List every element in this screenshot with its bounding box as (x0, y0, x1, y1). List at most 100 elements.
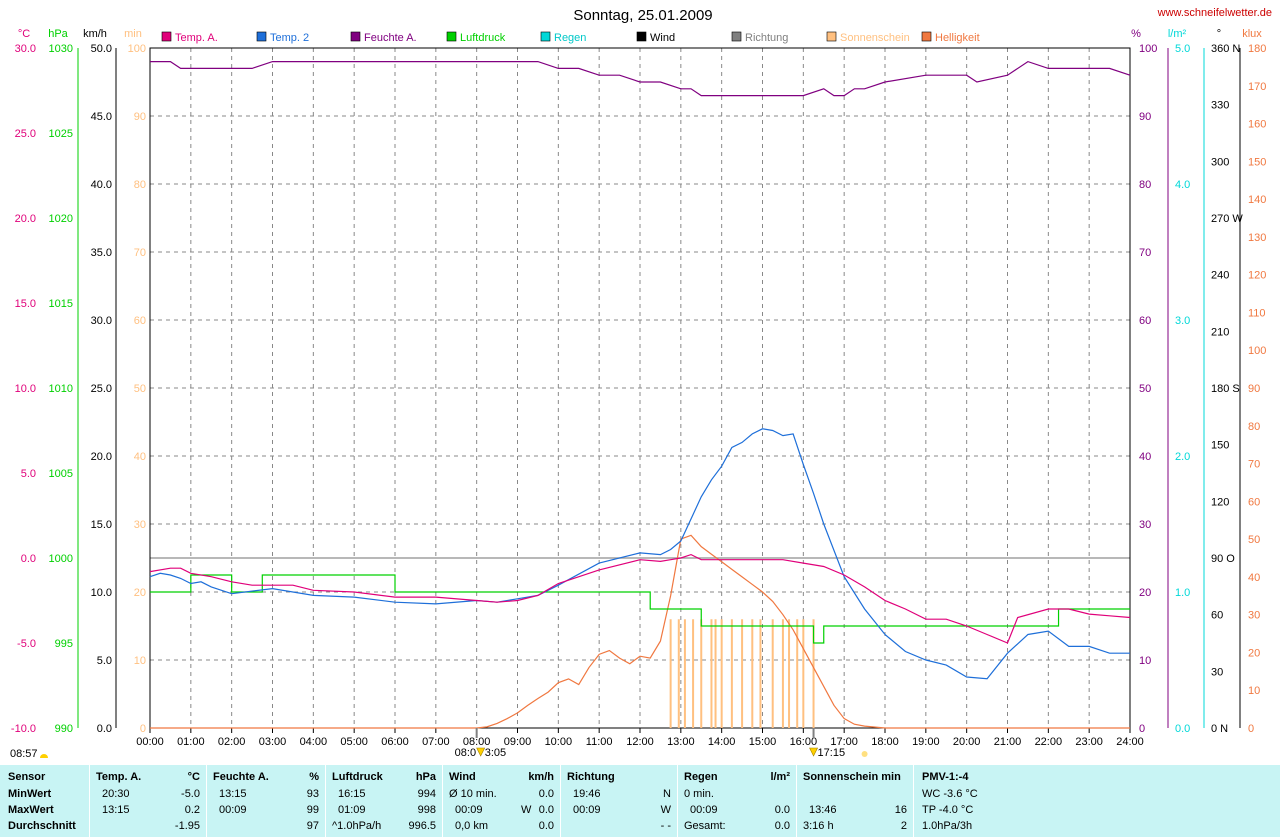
unit-rain: l/m² (1168, 28, 1187, 40)
luftdruck-min: 994 (417, 788, 436, 800)
legend-swatch (350, 31, 361, 42)
tick-sun: 20 (134, 587, 146, 599)
temp-avg: -1.95 (174, 820, 200, 832)
tick-temp: 30.0 (15, 43, 36, 55)
unit-sun: min (124, 28, 142, 40)
legend-swatch (636, 31, 647, 42)
x-tick-label: 14:00 (708, 736, 736, 748)
feuchte-unit: % (309, 771, 319, 783)
tick-brightness: 30 (1248, 610, 1260, 622)
regen-max-time: 00:09 (690, 804, 718, 816)
richtung-max: W (660, 804, 671, 816)
legend-swatch (161, 31, 172, 42)
pmv-head: PMV-1:-4 (922, 771, 969, 783)
tick-brightness: 150 (1248, 156, 1266, 168)
legend-item: Feuchte A. (350, 31, 417, 44)
summary-col-sonne: Sonnenschein min 13:46 16 3:16 h 2 (796, 765, 913, 837)
feuchte-min-time: 13:15 (219, 788, 247, 800)
tick-direction: 60 (1211, 610, 1223, 622)
tick-sun: 0 (140, 723, 146, 735)
tick-humidity: 80 (1139, 179, 1151, 191)
wind-max-time: 00:09 (455, 804, 483, 816)
tick-direction: 180 S (1211, 383, 1240, 395)
wind-max-dir: W (521, 804, 532, 816)
x-tick-label: 12:00 (626, 736, 654, 748)
tick-pressure: 1015 (49, 298, 73, 310)
x-tick-label: 02:00 (218, 736, 246, 748)
legend-item: Regen (540, 31, 586, 44)
grid-lines (150, 48, 1130, 728)
legend-label: Regen (554, 32, 586, 44)
tick-brightness: 90 (1248, 383, 1260, 395)
legend-item: Richtung (731, 31, 788, 44)
legend-swatch (446, 31, 457, 42)
x-tick-label: 18:00 (871, 736, 899, 748)
unit-temp: °C (18, 28, 30, 40)
tick-wind: 35.0 (91, 247, 112, 259)
temp-unit: °C (187, 771, 200, 783)
summary-col-regen: Regen l/m² 0 min. 00:09 0.0 Gesamt: 0.0 (677, 765, 796, 837)
wind-head: Wind (449, 771, 476, 783)
tick-rain: 1.0 (1175, 587, 1190, 599)
luftdruck-max: 998 (417, 804, 436, 816)
wind-max: 0.0 (538, 804, 554, 816)
summary-col-pmv: PMV-1:-4 WC -3.6 °C TP -4.0 °C 1.0hPa/3h (913, 765, 1280, 837)
tick-temp: 25.0 (15, 128, 36, 140)
temp-max: 0.2 (184, 804, 200, 816)
tick-pressure: 1030 (49, 43, 73, 55)
weather-chart: Sonntag, 25.01.2009 www.schneifelwetter.… (10, 7, 1272, 760)
sonne-total-label: 3:16 h (803, 820, 834, 832)
x-tick-label: 07:00 (422, 736, 450, 748)
legend-swatch (921, 31, 932, 42)
x-tick-label: 21:00 (994, 736, 1022, 748)
x-tick-label: 16:00 (790, 736, 818, 748)
tick-brightness: 50 (1248, 534, 1260, 546)
tick-pressure: 1000 (49, 553, 73, 565)
tick-temp: -5.0 (17, 638, 36, 650)
tick-brightness: 10 (1248, 685, 1260, 697)
tick-humidity: 30 (1139, 519, 1151, 531)
start-time-label: 08:57 (10, 748, 38, 760)
legend-item: Temp. A. (161, 31, 218, 44)
tick-wind: 40.0 (91, 179, 112, 191)
regen-min: 0 min. (684, 788, 714, 800)
unit-wind: km/h (83, 28, 107, 40)
sunset-sun-icon (861, 751, 868, 757)
tick-sun: 80 (134, 179, 146, 191)
summary-col-richtung: Richtung 19:46 N 00:09 W - - (560, 765, 677, 837)
richtung-head: Richtung (567, 771, 615, 783)
wind-min: 0.0 (538, 788, 554, 800)
tick-direction: 210 (1211, 326, 1229, 338)
unit-brightness: klux (1242, 28, 1262, 40)
sonne-head: Sonnenschein min (803, 771, 901, 783)
richtung-max-time: 00:09 (573, 804, 601, 816)
sunset-icon (809, 747, 819, 757)
site-url[interactable]: www.schneifelwetter.de (1157, 7, 1272, 19)
temp-max-time: 13:15 (102, 804, 130, 816)
wind-unit: km/h (528, 771, 554, 783)
x-tick-label: 15:00 (749, 736, 777, 748)
x-tick-label: 04:00 (300, 736, 328, 748)
legend-item: Sonnenschein (826, 31, 910, 44)
tick-sun: 30 (134, 519, 146, 531)
regen-max: 0.0 (774, 804, 790, 816)
row-label-sensor: Sensor (8, 771, 46, 783)
legend-label: Richtung (745, 32, 788, 44)
x-tick-label: 13:00 (667, 736, 695, 748)
tick-brightness: 170 (1248, 81, 1266, 93)
luftdruck-min-time: 16:15 (338, 788, 366, 800)
tick-brightness: 0 (1248, 723, 1254, 735)
luftdruck-max-time: 01:09 (338, 804, 366, 816)
x-tick-label: 11:00 (586, 736, 613, 748)
tick-sun: 100 (128, 43, 146, 55)
legend-label: Helligkeit (935, 32, 980, 44)
x-tick-label: 01:00 (177, 736, 205, 748)
tick-direction: 120 (1211, 496, 1229, 508)
row-label-max: MaxWert (8, 804, 54, 816)
row-label-min: MinWert (8, 788, 52, 800)
sunrise-icon (476, 747, 486, 757)
series-line-luftdruck (150, 574, 1130, 644)
summary-col-temp: Temp. A. °C 20:30 -5.0 13:15 0.2 -1.95 (89, 765, 206, 837)
tick-pressure: 1010 (49, 383, 73, 395)
